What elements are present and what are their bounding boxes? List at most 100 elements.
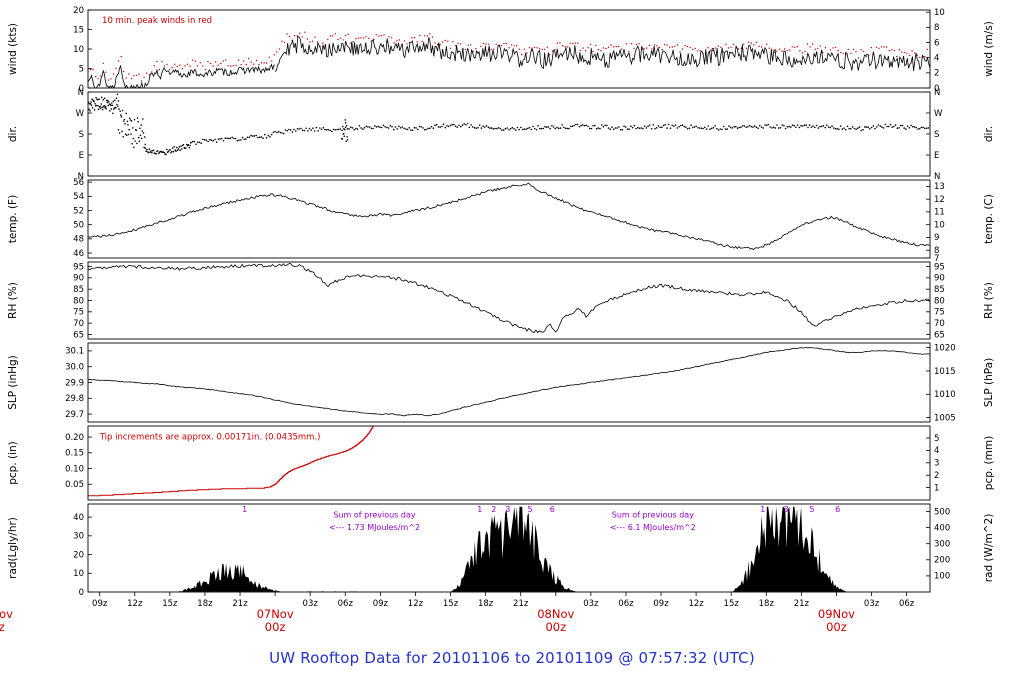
svg-text:50: 50: [73, 220, 84, 230]
svg-text:2: 2: [934, 471, 939, 481]
svg-text:80: 80: [934, 296, 945, 306]
series-dir-early: [88, 93, 120, 115]
x-tick-label: 12z: [408, 599, 424, 609]
svg-text:0.10: 0.10: [65, 464, 84, 474]
rad-hour-mark: 6: [835, 505, 840, 514]
svg-text:10: 10: [73, 45, 84, 55]
svg-text:8: 8: [934, 23, 939, 33]
svg-text:85: 85: [934, 285, 945, 295]
svg-text:30.1: 30.1: [65, 347, 84, 357]
svg-text:500: 500: [934, 507, 950, 517]
rad-hour-mark: 5: [528, 505, 533, 514]
time-axis: 09z 12z 15z 18z 21z 03z 06z 09z 12z 15z 18z 21z 03z 0…: [0, 592, 915, 634]
svg-text:30.0: 30.0: [65, 363, 84, 373]
svg-text:13: 13: [934, 182, 945, 192]
panel-temp: 46 48 50 52 54 56 78 9 10 11 12 13 temp. (F) temp. (C…: [7, 178, 995, 264]
svg-text:4: 4: [934, 446, 939, 456]
series-rad-area: [178, 506, 847, 592]
svg-text:54: 54: [73, 192, 84, 202]
day-label: 06Nov: [0, 607, 13, 621]
axis-title-left-wind: wind (kts): [7, 23, 19, 75]
svg-text:15: 15: [73, 25, 84, 35]
day-label-hour: 00z: [265, 620, 286, 634]
x-tick-label: 09z: [92, 599, 108, 609]
svg-text:80: 80: [73, 296, 84, 306]
svg-text:0.15: 0.15: [65, 449, 84, 459]
svg-text:0: 0: [79, 588, 84, 598]
svg-text:2: 2: [934, 69, 939, 79]
svg-text:1: 1: [934, 483, 939, 493]
svg-text:52: 52: [73, 206, 84, 216]
axis-title-right-dir: dir.: [983, 126, 995, 142]
svg-text:95: 95: [73, 262, 84, 272]
svg-text:0.05: 0.05: [65, 480, 84, 490]
day-label: 07Nov: [257, 607, 294, 621]
svg-text:65: 65: [934, 330, 945, 340]
svg-text:10: 10: [934, 220, 945, 230]
svg-text:E: E: [79, 151, 84, 161]
x-tick-label: 06z: [618, 599, 634, 609]
panel-annotation: <--- 6.1 MJoules/m^2: [610, 523, 696, 532]
axis-title-left-rad: rad(Lgly/hr): [7, 517, 19, 579]
series-dir-blip: [341, 119, 349, 142]
rad-hour-mark: 3: [505, 505, 510, 514]
svg-text:10: 10: [934, 8, 945, 18]
panel-annotation: <--- 1.73 MJoules/m^2: [329, 523, 420, 532]
svg-text:N: N: [78, 88, 84, 98]
day-label: 08Nov: [537, 607, 574, 621]
svg-text:29.7: 29.7: [65, 410, 84, 420]
x-tick-label: 18z: [197, 599, 213, 609]
svg-text:70: 70: [73, 319, 84, 329]
svg-text:0: 0: [79, 84, 84, 94]
svg-text:200: 200: [934, 556, 950, 566]
panel-annotation: 10 min. peak winds in red: [102, 16, 212, 26]
x-tick-label: 03z: [303, 599, 319, 609]
svg-text:1005: 1005: [934, 413, 956, 423]
svg-text:90: 90: [73, 274, 84, 284]
day-label-hour: 00z: [826, 620, 847, 634]
x-tick-label: 15z: [162, 599, 178, 609]
svg-text:48: 48: [73, 235, 84, 245]
x-tick-label: 18z: [759, 599, 775, 609]
x-tick-label: 03z: [583, 599, 599, 609]
svg-text:300: 300: [934, 540, 950, 550]
svg-text:8: 8: [934, 246, 939, 256]
svg-text:9: 9: [934, 233, 939, 243]
axis-title-left-pcp: pcp. (in): [7, 441, 19, 485]
svg-text:5: 5: [934, 434, 939, 444]
svg-text:46: 46: [73, 249, 84, 259]
panel-rad: 0 10 20 30 40 100 200 300 400 500 rad(Lgly/hr) rad …: [7, 503, 995, 598]
series-dir-east: [144, 142, 192, 156]
rad-hour-mark: 3: [784, 505, 789, 514]
svg-text:100: 100: [934, 572, 950, 582]
svg-text:S: S: [79, 130, 84, 140]
svg-text:70: 70: [934, 319, 945, 329]
rad-hour-mark: 1: [242, 505, 247, 514]
svg-text:65: 65: [73, 330, 84, 340]
rad-hour-mark: 2: [491, 505, 496, 514]
svg-text:S: S: [934, 130, 939, 140]
axis-title-right-pcp: pcp. (mm): [983, 436, 995, 490]
svg-text:29.8: 29.8: [65, 394, 84, 404]
svg-text:6: 6: [934, 38, 939, 48]
svg-text:N: N: [934, 172, 940, 182]
series-rh-line: [88, 262, 930, 334]
axis-title-right-wind: wind (m/s): [983, 21, 995, 77]
series-wind-avg-main: [274, 35, 930, 72]
series-slp-line: [88, 347, 930, 417]
day-label-hour: 00z: [545, 620, 566, 634]
panel-annotation: Sum of previous day: [612, 511, 694, 520]
series-pcp-cumulative: [88, 426, 374, 497]
svg-text:30: 30: [73, 532, 84, 542]
svg-text:N: N: [934, 88, 940, 98]
rad-hour-mark: 1: [477, 505, 482, 514]
axis-title-right-rad: rad (W/m^2): [983, 514, 995, 583]
x-tick-label: 03z: [864, 599, 880, 609]
x-tick-label: 21z: [232, 599, 248, 609]
chart-title: UW Rooftop Data for 20101106 to 20101109…: [269, 649, 755, 667]
svg-text:20: 20: [73, 6, 84, 16]
axis-title-right-temp: temp. (C): [983, 194, 995, 244]
